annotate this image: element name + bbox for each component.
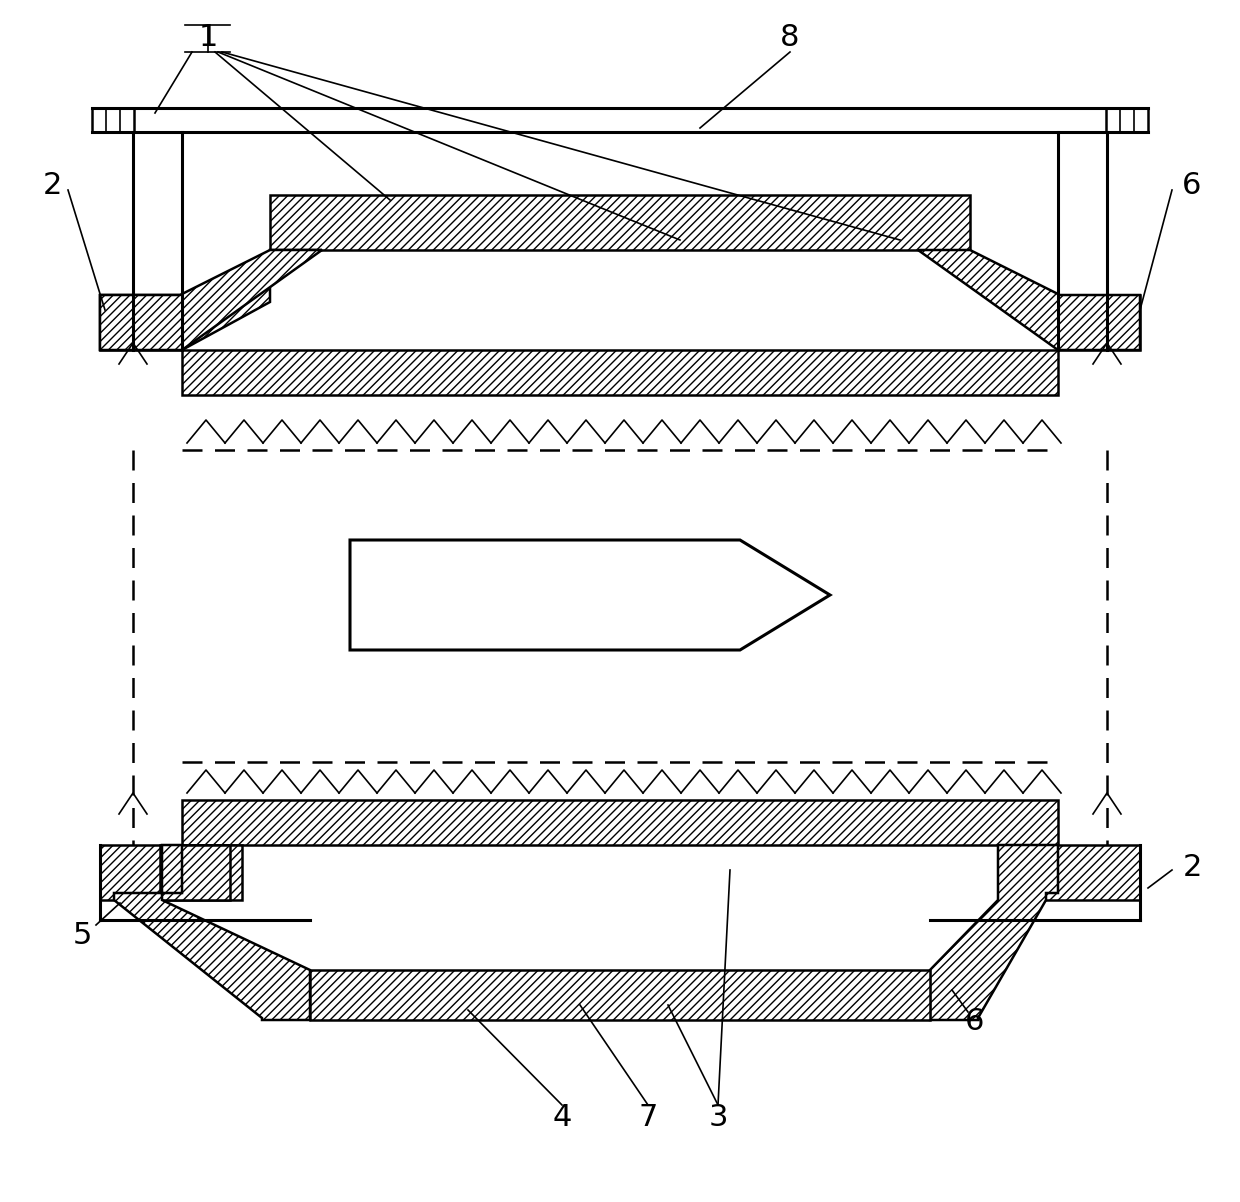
Text: 6: 6 — [965, 1007, 985, 1036]
Polygon shape — [1058, 294, 1140, 350]
Text: 2: 2 — [42, 171, 62, 200]
Polygon shape — [350, 540, 830, 650]
Text: 3: 3 — [708, 1103, 728, 1132]
Text: 8: 8 — [780, 24, 800, 53]
Polygon shape — [114, 845, 310, 1020]
Text: 1: 1 — [198, 24, 218, 53]
Text: 7: 7 — [639, 1103, 657, 1132]
Text: 5: 5 — [72, 921, 92, 950]
Polygon shape — [100, 250, 322, 350]
Polygon shape — [100, 250, 322, 350]
Polygon shape — [100, 845, 242, 900]
Polygon shape — [182, 350, 1058, 395]
Polygon shape — [160, 845, 229, 900]
Polygon shape — [918, 250, 1140, 350]
Text: 4: 4 — [552, 1103, 572, 1132]
Polygon shape — [182, 801, 1058, 845]
Polygon shape — [998, 845, 1140, 900]
Text: 2: 2 — [1182, 853, 1202, 882]
Polygon shape — [310, 970, 930, 1020]
Text: 6: 6 — [1182, 171, 1202, 200]
Polygon shape — [100, 294, 182, 350]
Polygon shape — [270, 195, 970, 250]
Polygon shape — [930, 845, 1058, 1020]
